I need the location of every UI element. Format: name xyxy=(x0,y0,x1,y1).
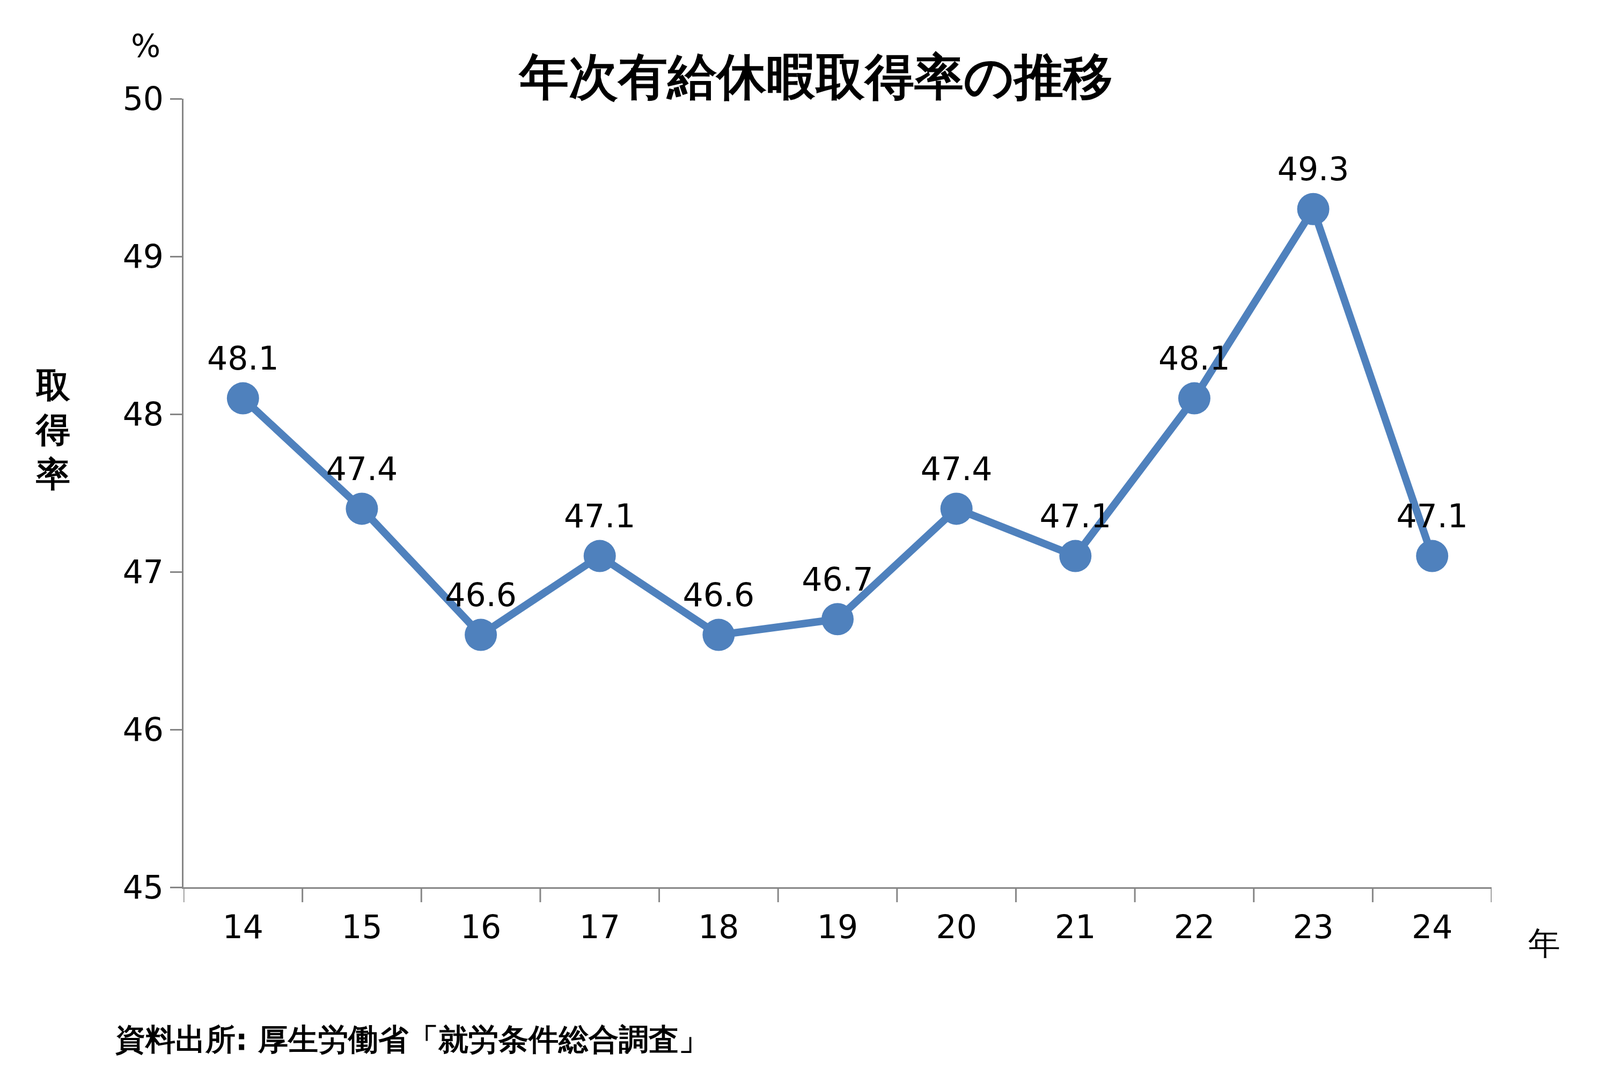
svg-text:47.4: 47.4 xyxy=(920,450,993,488)
svg-text:18: 18 xyxy=(698,908,739,946)
svg-text:47.4: 47.4 xyxy=(326,450,399,488)
svg-text:16: 16 xyxy=(460,908,502,946)
svg-text:23: 23 xyxy=(1292,908,1334,946)
svg-text:48.1: 48.1 xyxy=(207,339,280,378)
svg-text:46: 46 xyxy=(122,710,164,749)
svg-text:資料出所: 厚生労働省「就労条件総合調査」: 資料出所: 厚生労働省「就労条件総合調査」 xyxy=(115,1022,709,1058)
svg-text:取得率: 取得率 xyxy=(34,365,71,495)
svg-text:45: 45 xyxy=(122,868,164,907)
svg-text:20: 20 xyxy=(935,908,977,946)
svg-text:46.7: 46.7 xyxy=(801,560,874,599)
svg-text:50: 50 xyxy=(122,79,164,118)
svg-text:47.1: 47.1 xyxy=(1396,497,1469,535)
svg-text:%: % xyxy=(130,27,161,65)
svg-text:14: 14 xyxy=(222,908,264,946)
svg-text:21: 21 xyxy=(1054,908,1096,946)
svg-text:49.3: 49.3 xyxy=(1277,150,1350,188)
svg-text:19: 19 xyxy=(817,908,858,946)
svg-text:年: 年 xyxy=(1528,924,1561,963)
svg-text:46.6: 46.6 xyxy=(444,576,517,614)
svg-text:47.1: 47.1 xyxy=(563,497,636,535)
svg-text:49: 49 xyxy=(122,237,164,276)
svg-text:22: 22 xyxy=(1173,908,1215,946)
svg-text:年次有給休暇取得率の推移: 年次有給休暇取得率の推移 xyxy=(517,48,1113,106)
svg-text:47.1: 47.1 xyxy=(1039,497,1112,535)
svg-text:24: 24 xyxy=(1411,908,1453,946)
svg-text:15: 15 xyxy=(341,908,383,946)
svg-text:48: 48 xyxy=(122,395,164,433)
svg-text:17: 17 xyxy=(579,908,621,946)
svg-text:46.6: 46.6 xyxy=(683,576,755,614)
svg-text:48.1: 48.1 xyxy=(1158,339,1231,378)
svg-text:47: 47 xyxy=(122,553,164,591)
